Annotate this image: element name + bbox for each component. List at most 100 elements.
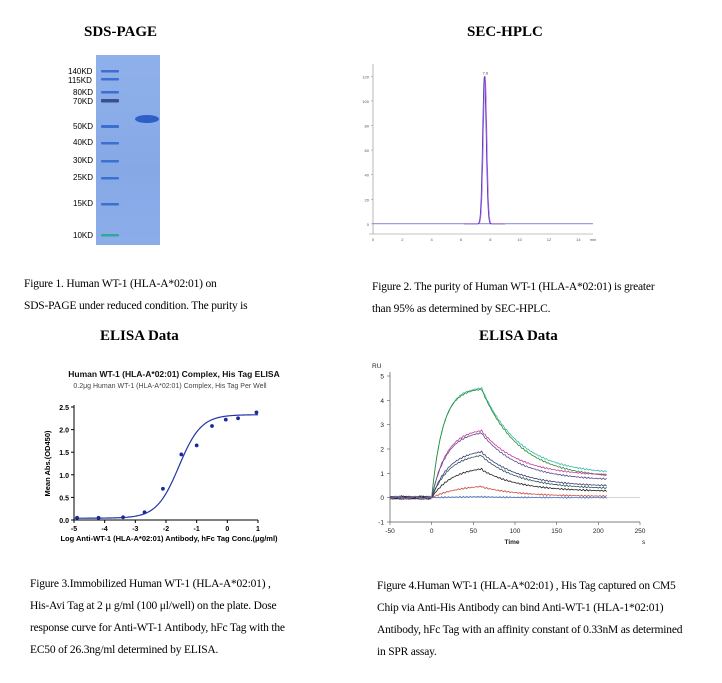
caption-line: in SPR assay.: [377, 646, 437, 658]
y-axis-label: Mean Abs.(OD450): [43, 430, 52, 496]
x-tick-label: 4: [431, 237, 434, 242]
x-tick-label: -4: [102, 526, 108, 533]
y-tick-label: 4: [380, 398, 384, 405]
caption-line: EC50 of 26.3ng/ml determined by ELISA.: [30, 644, 219, 656]
caption-line: Antibody, hFc Tag with an affinity const…: [377, 624, 683, 636]
y-tick-label: 1: [380, 471, 384, 478]
sensorgram-series: [389, 485, 607, 500]
marker-15kd: 15KD: [73, 199, 94, 208]
x-tick-label: 8: [489, 237, 492, 242]
marker-70kd: 70KD: [73, 97, 94, 106]
y-tick-label: 5: [380, 374, 384, 381]
y-tick-label: 60: [365, 148, 370, 153]
fit-curve: [74, 414, 259, 519]
marker-25kd: 25KD: [73, 173, 94, 182]
data-point: [194, 443, 199, 448]
marker-30kd: 30KD: [73, 156, 94, 165]
sensorgram-series: [389, 388, 607, 501]
sds-page-title: SDS-PAGE: [84, 24, 158, 40]
elisa-right-title: ELISA Data: [479, 328, 558, 344]
y-tick-label: 100: [362, 99, 369, 104]
y-tick-label: 40: [365, 173, 370, 178]
caption-line: SDS-PAGE under reduced condition. The pu…: [24, 300, 248, 312]
x-tick-label: -3: [132, 526, 138, 533]
peak-label: 7.6: [483, 70, 489, 75]
x-tick-label: 12: [547, 237, 552, 242]
marker-10kd: 10KD: [73, 231, 94, 240]
caption-line: Figure 4.Human WT-1 (HLA-A*02:01) , His …: [377, 580, 676, 592]
marker-80kd: 80KD: [73, 88, 94, 97]
chart-subtitle: 0.2μg Human WT-1 (HLA-A*02:01) Complex, …: [73, 383, 267, 390]
y-tick-label: 3: [380, 422, 384, 429]
x-tick-label: 100: [510, 528, 521, 535]
caption-line: Figure 3.Immobilized Human WT-1 (HLA-A*0…: [30, 578, 271, 590]
y-tick-label: -1: [378, 520, 384, 527]
sensorgram-series: [389, 454, 607, 500]
x-axis-label: Log Anti-WT-1 (HLA-A*02:01) Antibody, hF…: [60, 534, 278, 543]
x-tick-label: -50: [385, 528, 395, 535]
y-tick-label: 2.5: [59, 405, 69, 412]
y-tick-label: 1.5: [59, 450, 69, 457]
x-tick-label: 2: [401, 237, 404, 242]
data-point: [75, 515, 79, 520]
y-tick-label: 0.5: [59, 495, 69, 502]
data-point: [254, 410, 259, 415]
sensorgram-series: [389, 495, 607, 501]
sec-hplc-title: SEC-HPLC: [467, 24, 543, 40]
caption-line: His-Avi Tag at 2 μ g/ml (100 μl/well) on…: [30, 600, 277, 612]
data-point: [142, 510, 147, 515]
y-axis-label: RU: [372, 363, 382, 370]
caption-line: Chip via Anti-His Antibody can bind Anti…: [377, 602, 664, 614]
x-tick-label: -1: [194, 526, 200, 533]
data-point: [161, 486, 165, 491]
marker-140kd: 140KD: [68, 67, 93, 76]
sec-hplc-chart: 0 20 40 60 80 100 120 0 2 4 6 8 10 12 14 min 7.6: [362, 64, 596, 242]
y-tick-label: 0.0: [59, 518, 69, 525]
y-tick-label: 1.0: [59, 473, 69, 480]
x-tick-label: 1: [256, 526, 260, 533]
y-tick-label: 20: [365, 197, 370, 202]
sds-gel-image: [96, 55, 160, 245]
x-tick-label: -5: [71, 526, 77, 533]
y-tick-label: 0: [367, 222, 370, 227]
x-axis-label: Time: [504, 539, 519, 546]
data-point: [179, 452, 184, 457]
y-tick-label: 0: [380, 495, 384, 502]
data-point: [121, 515, 125, 520]
peak-trace-overlay: [464, 76, 506, 225]
spr-sensorgram-chart: RU -1 0 1 2 3 4 5 -50 0 50 100 150 200 250 Time s: [372, 363, 646, 546]
x-tick-label: 14: [576, 237, 581, 242]
figure-1-caption: Figure 1. Human WT-1 (HLA-A*02:01) on SD…: [24, 273, 248, 317]
y-tick-label: 2.0: [59, 428, 69, 435]
figure-3-caption: Figure 3.Immobilized Human WT-1 (HLA-A*0…: [30, 573, 285, 661]
x-tick-label: 250: [635, 528, 646, 535]
figure-4-caption: Figure 4.Human WT-1 (HLA-A*02:01) , His …: [377, 575, 682, 663]
marker-115kd: 115KD: [68, 76, 92, 85]
caption-line: Figure 2. The purity of Human WT-1 (HLA-…: [372, 281, 655, 293]
y-tick-label: 120: [362, 74, 369, 79]
y-tick-label: 2: [380, 447, 384, 454]
x-axis-unit: s: [642, 539, 646, 546]
marker-40kd: 40KD: [73, 138, 94, 147]
x-tick-label: 0: [225, 526, 229, 533]
x-tick-label: -2: [163, 526, 169, 533]
sensorgram-series: [389, 450, 607, 500]
x-tick-label: 150: [551, 528, 562, 535]
data-point: [236, 416, 240, 421]
caption-line: Figure 1. Human WT-1 (HLA-A*02:01) on: [24, 278, 217, 290]
gel-bands: [101, 70, 159, 237]
caption-line: response curve for Anti-WT-1 Antibody, h…: [30, 622, 285, 634]
x-tick-label: 0: [430, 528, 434, 535]
x-tick-label: min: [590, 237, 596, 242]
data-point: [210, 424, 214, 428]
x-tick-label: 200: [593, 528, 604, 535]
data-point: [223, 417, 228, 422]
marker-50kd: 50KD: [73, 122, 94, 131]
elisa-left-title: ELISA Data: [100, 328, 179, 344]
x-tick-label: 6: [460, 237, 463, 242]
sensorgram-series: [389, 386, 607, 500]
figure-2-caption: Figure 2. The purity of Human WT-1 (HLA-…: [372, 276, 655, 320]
elisa-dose-response-chart: Human WT-1 (HLA-A*02:01) Complex, His Ta…: [43, 369, 280, 543]
x-tick-label: 50: [470, 528, 478, 535]
data-point: [96, 515, 101, 520]
